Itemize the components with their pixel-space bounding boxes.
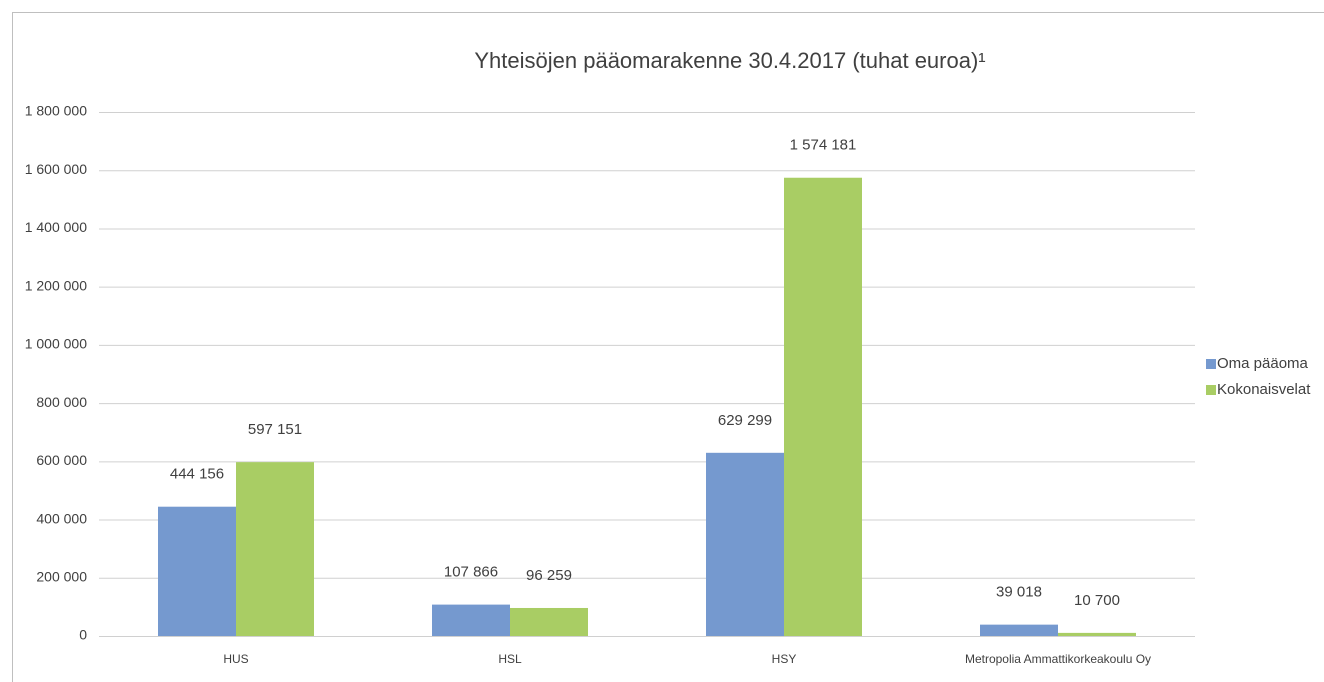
chart-border [12, 12, 1324, 682]
bar [432, 604, 510, 636]
legend-swatch [1206, 359, 1216, 369]
bar [510, 607, 588, 636]
data-label: 1 574 181 [790, 137, 857, 154]
y-tick-label: 0 [79, 627, 87, 643]
y-tick-label: 400 000 [36, 510, 87, 526]
legend-swatch [1206, 385, 1216, 395]
chart-title: Yhteisöjen pääomarakenne 30.4.2017 (tuha… [474, 48, 985, 73]
x-tick-label: Metropolia Ammattikorkeakoulu Oy [965, 652, 1151, 666]
y-tick-label: 200 000 [36, 568, 87, 584]
data-label: 107 866 [444, 564, 498, 581]
bar [980, 624, 1058, 636]
x-tick-label: HUS [223, 652, 248, 666]
x-tick-label: HSL [498, 652, 522, 666]
data-label: 10 700 [1074, 592, 1120, 609]
legend-label: Kokonaisvelat [1217, 381, 1311, 398]
legend-label: Oma pääoma [1217, 355, 1309, 372]
y-tick-label: 600 000 [36, 452, 87, 468]
y-tick-label: 1 000 000 [25, 336, 87, 352]
bar [784, 177, 862, 637]
x-tick-label: HSY [772, 652, 797, 666]
data-label: 39 018 [996, 584, 1042, 601]
data-label: 444 156 [170, 466, 224, 483]
data-label: 96 259 [526, 567, 572, 584]
y-tick-label: 1 200 000 [25, 277, 87, 293]
data-label: 597 151 [248, 421, 302, 438]
bar [236, 462, 314, 636]
bar [1058, 632, 1136, 636]
y-tick-label: 800 000 [36, 394, 87, 410]
bar [706, 452, 784, 636]
y-tick-label: 1 800 000 [25, 103, 87, 119]
data-label: 629 299 [718, 412, 772, 429]
y-tick-label: 1 600 000 [25, 161, 87, 177]
y-tick-label: 1 400 000 [25, 219, 87, 235]
bar [158, 506, 236, 636]
